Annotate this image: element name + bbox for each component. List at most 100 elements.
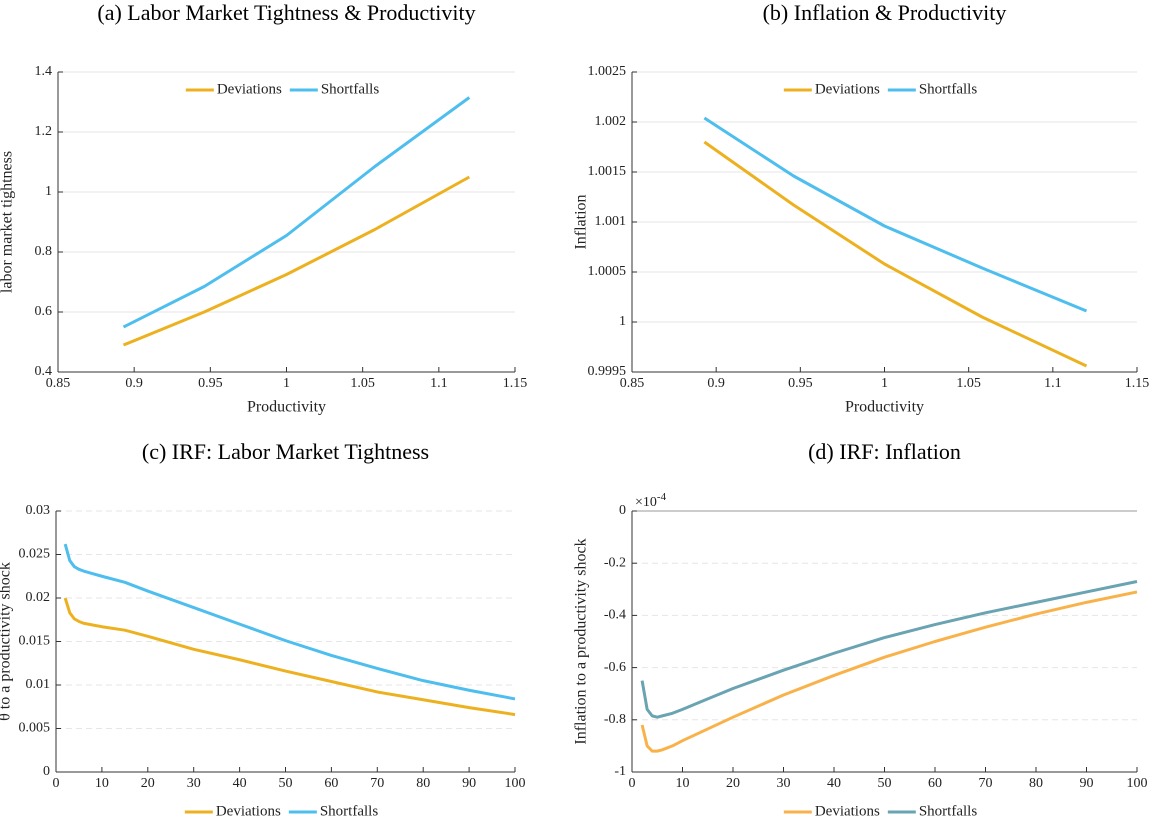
x-tick-label: 0.85 (620, 376, 645, 391)
y-axis-label: labor market tightness (0, 151, 16, 293)
x-axis-label: Productivity (845, 399, 924, 416)
chart-title: (b) Inflation & Productivity (763, 0, 1007, 25)
data-line (63, 543, 516, 701)
legend-label: Shortfalls (919, 81, 977, 97)
y-tick-label: 0.025 (19, 547, 51, 562)
subplot: -1 -0.8 -0.6 -0.4 -0.2 0 0 10 20 30 40 50 60 70 80 90 10… (573, 439, 1148, 819)
y-tick-label: -1 (614, 764, 626, 779)
data-line (63, 597, 516, 717)
x-tick-label: 50 (279, 776, 293, 791)
legend-label: Deviations (815, 803, 880, 819)
y-tick-label: 0.015 (19, 634, 51, 649)
legend-label: Shortfalls (320, 803, 378, 819)
x-tick-label: 70 (370, 776, 384, 791)
x-tick-label: 0.95 (198, 376, 223, 391)
legend-label: Shortfalls (919, 803, 977, 819)
y-tick-label: 0.6 (35, 304, 53, 319)
data-line (640, 580, 1138, 719)
y-scale-exponent: -4 (657, 491, 667, 503)
y-tick-label: 1.0005 (588, 264, 627, 279)
subplot: 0 0.005 0.01 0.015 0.02 0.025 0.03 0 10 20 30 40 50 6… (0, 439, 526, 819)
x-tick-label: 40 (827, 776, 841, 791)
x-tick-label: 0 (53, 776, 60, 791)
y-axis-label: Inflation (573, 194, 590, 249)
legend-label: Deviations (815, 81, 880, 97)
y-tick-label: 1 (45, 184, 52, 199)
x-tick-label: 1.1 (430, 376, 448, 391)
y-tick-label: 1.001 (595, 214, 627, 229)
x-tick-label: 30 (187, 776, 201, 791)
legend-label: Shortfalls (321, 81, 379, 97)
chart-title: (a) Labor Market Tightness & Productivit… (97, 0, 475, 25)
x-tick-label: 1.05 (956, 376, 981, 391)
y-tick-label: 0.005 (19, 721, 51, 736)
data-line (703, 140, 1088, 368)
y-tick-label: 1.2 (35, 124, 53, 139)
y-tick-label: 0.01 (26, 677, 51, 692)
x-tick-label: 70 (979, 776, 993, 791)
legend-label: Deviations (216, 803, 281, 819)
x-tick-label: 0.95 (788, 376, 813, 391)
y-scale-base: ×10 (635, 495, 657, 510)
y-tick-label: 0.03 (26, 503, 51, 518)
data-line (640, 590, 1138, 753)
y-tick-label: -0.2 (604, 555, 626, 570)
x-tick-label: 0.9 (125, 376, 143, 391)
x-tick-label: 20 (726, 776, 740, 791)
x-tick-label: 40 (233, 776, 247, 791)
data-line (122, 96, 471, 329)
y-tick-label: 0.4 (35, 364, 53, 379)
y-tick-label: 1.4 (35, 64, 53, 79)
x-tick-label: 1.1 (1044, 376, 1062, 391)
y-tick-label: 0.9995 (588, 364, 627, 379)
x-tick-label: 0 (629, 776, 636, 791)
subplot: 0.4 0.6 0.8 1 1.2 1.4 0.85 0.9 0.95 1 1.05 1.1 1.15 (… (0, 0, 527, 416)
x-tick-label: 1.15 (1125, 376, 1150, 391)
legend: Deviations Shortfalls (783, 803, 977, 819)
legend: Deviations Shortfalls (185, 81, 379, 97)
x-tick-label: 60 (928, 776, 942, 791)
x-tick-label: 1.05 (350, 376, 375, 391)
x-axis-label: Productivity (247, 399, 326, 416)
x-tick-label: 1.15 (503, 376, 528, 391)
y-scale-label: ×10-4 (635, 491, 667, 511)
x-tick-label: 0.85 (46, 376, 71, 391)
x-tick-label: 50 (878, 776, 892, 791)
chart-title: (d) IRF: Inflation (808, 439, 961, 464)
x-tick-label: 1 (283, 376, 290, 391)
x-tick-label: 90 (462, 776, 476, 791)
subplot: 0.9995 1 1.0005 1.001 1.0015 1.002 1.0025 0.85 0… (573, 0, 1150, 416)
legend-label: Deviations (217, 81, 282, 97)
legend: Deviations Shortfalls (184, 803, 378, 819)
x-tick-label: 1 (881, 376, 888, 391)
data-line (703, 116, 1088, 313)
x-tick-label: 60 (324, 776, 338, 791)
data-line (122, 175, 471, 347)
y-tick-label: 0 (619, 503, 626, 518)
x-tick-label: 20 (141, 776, 155, 791)
y-tick-label: 1.002 (595, 114, 627, 129)
x-tick-label: 0.9 (707, 376, 725, 391)
x-tick-label: 10 (95, 776, 109, 791)
x-tick-label: 90 (1080, 776, 1094, 791)
x-tick-label: 80 (1029, 776, 1043, 791)
y-tick-label: -0.8 (604, 712, 626, 727)
x-tick-label: 30 (777, 776, 791, 791)
y-axis-label: θ to a productivity shock (0, 562, 14, 721)
x-tick-label: 10 (676, 776, 690, 791)
y-tick-label: 0 (43, 764, 50, 779)
chart-title: (c) IRF: Labor Market Tightness (142, 439, 429, 464)
y-tick-label: -0.4 (604, 608, 626, 623)
x-tick-label: 100 (1127, 776, 1148, 791)
x-tick-label: 100 (505, 776, 526, 791)
y-tick-label: -0.6 (604, 660, 626, 675)
y-axis-label: Inflation to a productivity shock (573, 538, 590, 744)
y-tick-label: 1 (619, 314, 626, 329)
y-tick-label: 0.8 (35, 244, 53, 259)
x-tick-label: 80 (416, 776, 430, 791)
y-tick-label: 0.02 (26, 590, 51, 605)
legend: Deviations Shortfalls (783, 81, 977, 97)
y-tick-label: 1.0025 (588, 64, 627, 79)
y-tick-label: 1.0015 (588, 164, 627, 179)
